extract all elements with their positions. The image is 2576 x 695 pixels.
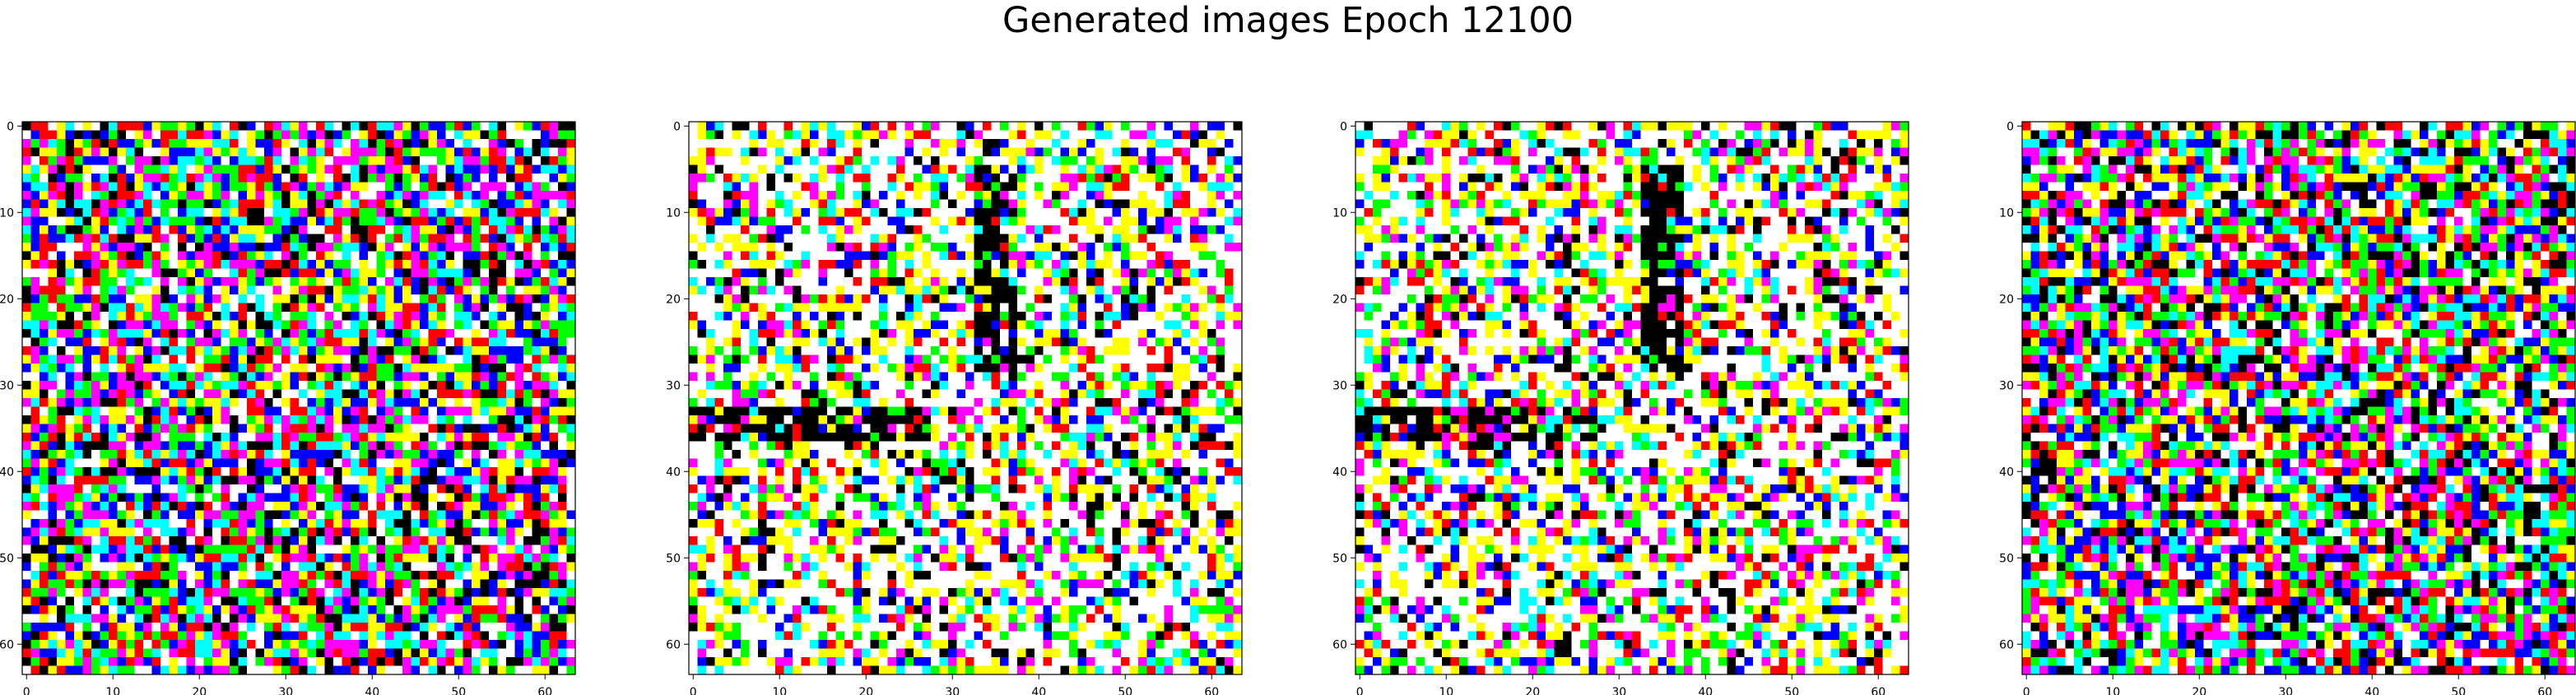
image-1-xtick-label: 20 [192,686,207,695]
image-4-ytick-label: 20 [1999,293,2014,306]
image-2-xtick-label: 20 [858,686,873,695]
image-2-ytick-label: 50 [666,552,681,565]
image-4-ytick-label: 50 [1999,552,2014,565]
image-4-axes: 0 10 20 30 40 50 60 0 10 20 30 40 50 60 [1999,120,2576,695]
image-1-xtick-label: 30 [278,686,293,695]
image-1-xtick-label: 10 [105,686,120,695]
image-3-ytick-label: 30 [1332,379,1347,392]
image-4-ytick-label: 30 [1999,379,2014,392]
image-1-ytick-label: 10 [0,206,14,220]
image-3-xtick-label: 40 [1698,686,1713,695]
image-2-xtick-label: 10 [772,686,787,695]
image-2-xtick-label: 0 [690,686,697,695]
image-3-ytick-label: 0 [1340,120,1347,133]
image-4-xtick-label: 0 [2023,686,2030,695]
image-3-xtick-label: 60 [1871,686,1886,695]
image-1-ytick-label: 0 [7,120,14,133]
image-2-frame [688,121,1243,675]
image-1-frame [21,121,576,675]
image-2-xtick-label: 60 [1204,686,1219,695]
image-1-pixels [22,122,576,675]
figure-title: Generated images Epoch 12100 [1002,0,1574,41]
image-2-ytick-label: 0 [673,120,681,133]
image-4-ytick-label: 10 [1999,206,2014,220]
image-4-pixels [2022,122,2576,675]
image-1-axes: 0 10 20 30 40 50 60 0 10 20 30 40 50 60 [0,120,576,695]
image-4-xtick-label: 10 [2105,686,2120,695]
image-2-xtick-label: 40 [1031,686,1046,695]
image-3-ytick-label: 50 [1332,552,1347,565]
image-2-xtick-label: 30 [945,686,960,695]
image-1-xtick-label: 40 [365,686,379,695]
image-3-xtick-label: 50 [1784,686,1799,695]
image-3-xtick-label: 30 [1611,686,1626,695]
image-2-ytick-label: 60 [666,638,681,651]
image-3-ytick-label: 20 [1332,293,1347,306]
image-1-ytick-label: 50 [0,552,14,565]
image-2-xtick-label: 50 [1118,686,1132,695]
image-3-frame [1355,121,1909,675]
image-3-xtick-label: 0 [1356,686,1364,695]
image-3-ytick-label: 60 [1332,638,1347,651]
image-4-xtick-label: 40 [2364,686,2379,695]
image-2-ytick-label: 10 [666,206,681,220]
image-1-ytick-label: 40 [0,466,14,479]
image-1-xtick-label: 0 [23,686,30,695]
image-2-pixels [689,122,1243,675]
image-3-axes: 0 10 20 30 40 50 60 0 10 20 30 40 50 60 [1332,120,1909,695]
image-2-axes: 0 10 20 30 40 50 60 0 10 20 30 40 50 60 [666,120,1243,695]
image-1-xtick-label: 50 [451,686,466,695]
image-4-xtick-label: 60 [2537,686,2552,695]
image-3-ytick-label: 10 [1332,206,1347,220]
image-4-xtick-label: 50 [2451,686,2466,695]
image-1-ytick-label: 20 [0,293,14,306]
image-1-ytick-label: 60 [0,638,14,651]
image-2-ytick-label: 30 [666,379,681,392]
image-4-xtick-label: 20 [2192,686,2206,695]
image-3-pixels [1355,122,1909,675]
image-3-ytick-label: 40 [1332,466,1347,479]
image-2-ytick-label: 40 [666,466,681,479]
image-4-ytick-label: 40 [1999,466,2014,479]
image-4-ytick-label: 0 [2006,120,2014,133]
image-4-ytick-label: 60 [1999,638,2014,651]
image-1-ytick-label: 30 [0,379,14,392]
image-4-frame [2021,121,2576,675]
image-3-xtick-label: 20 [1525,686,1540,695]
image-3-xtick-label: 10 [1439,686,1453,695]
image-4-xtick-label: 30 [2278,686,2293,695]
image-2-ytick-label: 20 [666,293,681,306]
image-1-xtick-label: 60 [537,686,552,695]
